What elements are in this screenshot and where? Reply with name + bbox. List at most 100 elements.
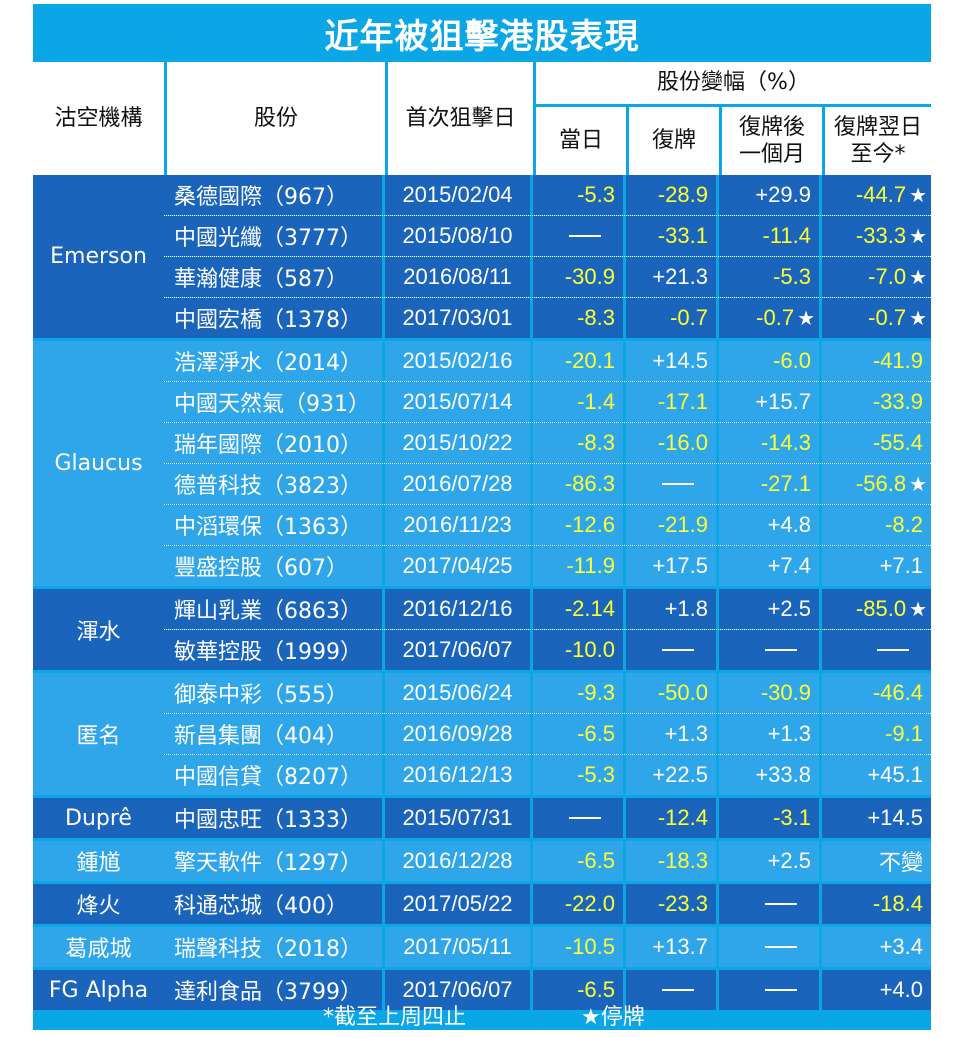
same-day-cell: -5.3 — [533, 755, 623, 795]
value-text: -41.9 — [872, 348, 923, 373]
stock-cell: 豐盛控股（607） — [164, 546, 382, 586]
value-text: -0.7 — [670, 305, 708, 330]
value-text: +7.1 — [879, 553, 923, 578]
value-text: -5.3 — [577, 182, 615, 207]
date-cell: 2017/05/22 — [385, 884, 530, 924]
value-text: -44.7 — [855, 182, 907, 207]
header-same-day: 當日 — [558, 128, 603, 154]
header-today-line1: 復牌翌日 — [833, 114, 922, 140]
resume-cell: -16.0 — [626, 423, 716, 463]
today-cell: 不變 — [822, 841, 931, 881]
no-data-dash — [569, 817, 601, 819]
month-cell: -11.4 — [719, 216, 819, 256]
value-text: -0.7 — [756, 305, 795, 330]
table-row: 敏華控股（1999） 2017/06/07 -10.0 — [164, 630, 931, 670]
value-text: -8.3 — [577, 430, 615, 455]
date-cell: 2016/08/11 — [385, 257, 530, 297]
month-cell: +2.5 — [719, 589, 819, 629]
resume-cell — [626, 970, 716, 1010]
footnote-star: ★停牌 — [581, 1005, 645, 1030]
stock-cell: 科通芯城（400） — [164, 884, 382, 924]
table-panel: 近年被狙擊港股表現 沽空機構 股份 首次狙擊日 股份變幅（%） 當日 復牌 復牌… — [33, 4, 931, 1030]
table-row: 新昌集團（404） 2016/09/28 -6.5 +1.3 +1.3 -9.1 — [164, 714, 931, 754]
stock-cell: 御泰中彩（555） — [164, 673, 382, 713]
stock-cell: 中滔環保（1363） — [164, 505, 382, 545]
row-separator — [164, 463, 931, 464]
value-text: -85.0 — [855, 596, 907, 621]
month-cell: -0.7 ★ — [719, 298, 819, 338]
value-text: -27.1 — [760, 471, 811, 496]
table-row: 浩澤淨水（2014） 2015/02/16 -20.1 +14.5 -6.0 -41.9 — [164, 341, 931, 381]
month-cell: -30.9 — [719, 673, 819, 713]
no-data-dash — [765, 903, 797, 905]
today-cell: -33.9 — [822, 382, 931, 422]
resume-cell: +17.5 — [626, 546, 716, 586]
value-text: -6.5 — [577, 977, 615, 1002]
stock-cell: 新昌集團（404） — [164, 714, 382, 754]
today-cell: -56.8 ★ — [822, 464, 931, 504]
value-text: -6.5 — [577, 721, 615, 746]
month-cell: -14.3 — [719, 423, 819, 463]
stock-cell: 中國信貸（8207） — [164, 755, 382, 795]
same-day-cell: -30.9 — [533, 257, 623, 297]
month-cell: +4.8 — [719, 505, 819, 545]
suspended-star-icon: ★ — [909, 266, 927, 289]
no-data-dash — [765, 989, 797, 991]
date-cell: 2017/05/11 — [385, 927, 530, 967]
same-day-cell: -6.5 — [533, 970, 623, 1010]
date-cell: 2017/06/07 — [385, 630, 530, 670]
resume-cell: -23.3 — [626, 884, 716, 924]
row-separator — [164, 504, 931, 505]
value-text: -18.3 — [657, 848, 708, 873]
stock-cell: 中國光纖（3777） — [164, 216, 382, 256]
table-row: 擎天軟件（1297） 2016/12/28 -6.5 -18.3 +2.5 不變 — [164, 841, 931, 881]
same-day-cell: -1.4 — [533, 382, 623, 422]
same-day-cell: -8.3 — [533, 298, 623, 338]
value-text: -21.9 — [657, 512, 708, 537]
no-data-dash — [569, 235, 601, 237]
value-text: +22.5 — [652, 762, 708, 787]
value-text: -55.4 — [872, 430, 923, 455]
org-cell: 匿名 — [33, 673, 164, 795]
resume-cell: +21.3 — [626, 257, 716, 297]
row-separator — [164, 422, 931, 423]
org-cell: FG Alpha — [33, 970, 164, 1010]
value-text: -33.1 — [657, 223, 708, 248]
resume-cell: -0.7 — [626, 298, 716, 338]
date-cell: 2015/02/16 — [385, 341, 530, 381]
value-text: -2.14 — [564, 596, 615, 621]
no-data-dash — [662, 483, 694, 485]
table-row: 中國天然氣（931） 2015/07/14 -1.4 -17.1 +15.7 -33.9 — [164, 382, 931, 422]
table-row: 豐盛控股（607） 2017/04/25 -11.9 +17.5 +7.4 +7.1 — [164, 546, 931, 586]
table-row: 御泰中彩（555） 2015/06/24 -9.3 -50.0 -30.9 -46.4 — [164, 673, 931, 713]
stock-cell: 擎天軟件（1297） — [164, 841, 382, 881]
table-row: 輝山乳業（6863） 2016/12/16 -2.14 +1.8 +2.5 -85.0 ★ — [164, 589, 931, 629]
resume-cell: -50.0 — [626, 673, 716, 713]
today-cell — [822, 630, 931, 670]
date-cell: 2016/09/28 — [385, 714, 530, 754]
row-separator — [164, 545, 931, 546]
value-text: +1.3 — [664, 721, 708, 746]
same-day-cell: -11.9 — [533, 546, 623, 586]
value-text: -8.3 — [577, 305, 615, 330]
month-cell — [719, 927, 819, 967]
date-cell: 2015/07/31 — [385, 798, 530, 838]
date-cell: 2016/11/23 — [385, 505, 530, 545]
row-separator — [164, 297, 931, 298]
value-text: -3.1 — [773, 805, 811, 830]
org-cell: Glaucus — [33, 341, 164, 586]
value-text: -28.9 — [657, 182, 708, 207]
value-text: +45.1 — [867, 762, 923, 787]
stock-cell: 中國宏橋（1378） — [164, 298, 382, 338]
value-text: -30.9 — [760, 680, 811, 705]
resume-cell: -12.4 — [626, 798, 716, 838]
date-cell: 2015/10/22 — [385, 423, 530, 463]
org-cell: 渾水 — [33, 589, 164, 670]
month-cell: -6.0 — [719, 341, 819, 381]
org-cell: Emerson — [33, 175, 164, 338]
resume-cell: -17.1 — [626, 382, 716, 422]
value-text: +29.9 — [755, 182, 811, 207]
suspended-star-icon: ★ — [909, 307, 927, 330]
table-row: 中國忠旺（1333） 2015/07/31 -12.4 -3.1 +14.5 — [164, 798, 931, 838]
footnote-asterisk: *截至上周四止 — [323, 1005, 467, 1030]
